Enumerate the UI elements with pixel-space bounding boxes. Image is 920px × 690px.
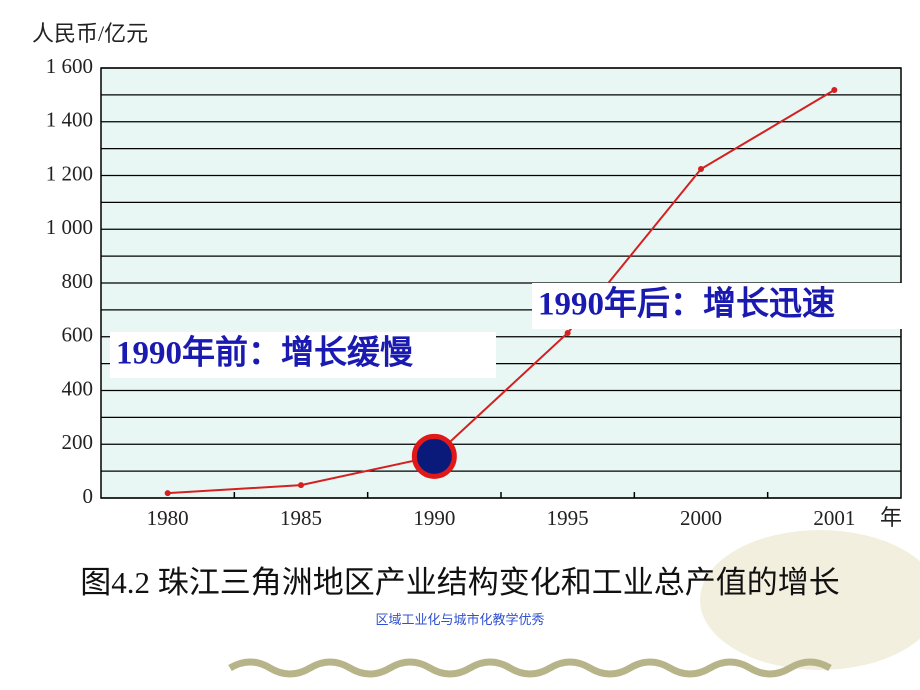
y-tick-label: 1 000 xyxy=(46,215,93,239)
x-tick-label: 1990 xyxy=(413,506,455,530)
y-tick-label: 0 xyxy=(83,484,94,508)
point xyxy=(298,482,304,489)
x-tick-label: 1995 xyxy=(547,506,589,530)
y-axis-label: 人民币/亿元 xyxy=(32,21,148,46)
annotation-box xyxy=(110,332,496,378)
y-tick-label: 1 400 xyxy=(46,108,93,132)
line xyxy=(167,89,835,495)
x-tick-label: 2000 xyxy=(680,506,722,530)
x-tick-label: 2001 xyxy=(813,506,855,530)
point xyxy=(831,87,838,94)
x-tick-label: 1980 xyxy=(147,506,189,530)
highlight-marker xyxy=(411,433,457,479)
annotation: 1990年前：增长缓慢 xyxy=(116,335,414,372)
decoration xyxy=(228,530,920,678)
y-tick-label: 200 xyxy=(62,430,94,454)
footer: 区域工业化与城市化教学优秀 xyxy=(375,612,544,627)
annotation-box xyxy=(532,283,906,329)
x-tick-label: 1985 xyxy=(280,506,322,530)
point xyxy=(164,490,171,497)
y-tick-label: 600 xyxy=(62,323,94,347)
point xyxy=(698,166,704,173)
point xyxy=(564,329,571,336)
annotation: 1990年后：增长迅速 xyxy=(538,286,835,323)
y-tick-label: 1 600 xyxy=(46,54,93,78)
x-axis-label: 年 xyxy=(880,505,902,530)
y-tick-label: 1 200 xyxy=(46,161,93,185)
y-tick-label: 800 xyxy=(62,269,94,293)
caption: 图4.2 珠江三角洲地区产业结构变化和工业总产值的增长 xyxy=(80,565,840,600)
y-tick-label: 400 xyxy=(62,376,94,400)
